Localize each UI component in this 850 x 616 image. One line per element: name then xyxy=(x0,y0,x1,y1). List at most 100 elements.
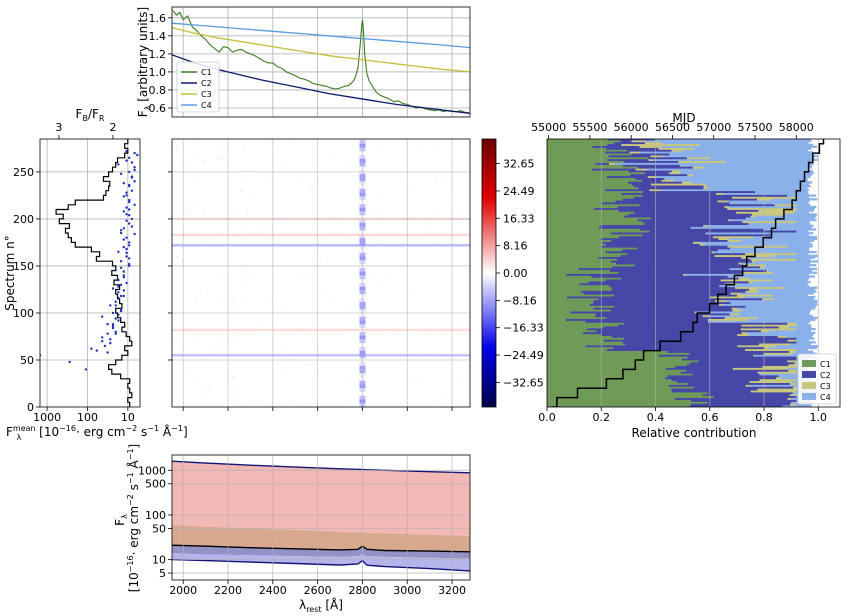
contribution-bar-c1 xyxy=(547,168,592,171)
color-ratio-point xyxy=(125,251,128,254)
contribution-bar-c1 xyxy=(547,158,608,161)
contribution-bar-c4 xyxy=(763,228,817,231)
contribution-bar-c4 xyxy=(713,250,817,254)
contribution-bar-c4 xyxy=(796,258,811,261)
legend-swatch-c3 xyxy=(802,382,816,389)
color-ratio-point xyxy=(125,219,128,222)
contribution-bar-c3 xyxy=(699,243,706,246)
contribution-bar-c2 xyxy=(615,200,718,203)
contribution-bar-c2 xyxy=(605,188,650,192)
heatmap-noise-cell xyxy=(396,377,399,379)
contribution-bar-c3 xyxy=(658,147,694,150)
heatmap-noise-cell xyxy=(380,331,383,333)
heatmap-noise-cell xyxy=(432,334,434,336)
contribution-bar-c3 xyxy=(732,367,788,370)
contribution-bar-c4 xyxy=(705,243,813,246)
heatmap-noise-cell xyxy=(457,400,460,402)
contribution-bar-c3 xyxy=(727,239,742,242)
contribution-bar-c2 xyxy=(613,294,737,297)
contribution-bar-c2 xyxy=(689,405,783,407)
color-ratio-point xyxy=(122,276,126,279)
contribution-bar-c4 xyxy=(658,139,811,141)
heatmap-noise-cell xyxy=(381,248,383,251)
spectrum-number-tick-label: 250 xyxy=(13,166,34,179)
contribution-bar-c1 xyxy=(547,288,612,291)
contribution-bar-c1 xyxy=(547,160,625,163)
contribution-bar-c1 xyxy=(547,282,580,286)
heatmap-noise-cell xyxy=(238,351,240,353)
contribution-bar-c3 xyxy=(727,207,797,210)
contribution-bar-c1 xyxy=(547,237,601,240)
heatmap-noise-cell xyxy=(320,261,322,263)
legend-label-c1: C1 xyxy=(201,68,212,77)
heatmap-noise-cell xyxy=(177,351,179,353)
heatmap-noise-cell xyxy=(447,198,449,200)
heatmap-noise-cell xyxy=(241,271,243,273)
heatmap-noise-cell xyxy=(260,203,262,205)
heatmap-noise-cell xyxy=(370,284,372,286)
contribution-bar-c2 xyxy=(615,262,739,265)
contribution-bar-c2 xyxy=(611,288,750,291)
heatmap-noise-cell xyxy=(458,216,461,218)
heatmap-noise-cell xyxy=(185,381,187,384)
color-ratio-point xyxy=(133,168,136,172)
contribution-bar-c1 xyxy=(547,211,635,214)
heatmap-noise-cell xyxy=(410,229,413,231)
heatmap-noise-cell xyxy=(262,333,264,335)
contribution-bar-c1 xyxy=(547,267,579,271)
contribution-bar-c2 xyxy=(611,309,733,312)
contribution-bar-c4 xyxy=(706,183,810,186)
heatmap-noise-cell xyxy=(294,142,296,145)
contribution-bar-c2 xyxy=(642,190,756,193)
heatmap-noise-cell xyxy=(453,277,456,279)
contribution-x-tick-label: 0.6 xyxy=(701,411,719,424)
color-ratio-point xyxy=(128,257,131,260)
contribution-bar-c4 xyxy=(614,162,814,165)
heatmap-noise-cell xyxy=(304,364,307,366)
heatmap-noise-cell xyxy=(246,212,248,214)
heatmap-noise-cell xyxy=(410,202,412,204)
color-ratio-point xyxy=(117,313,120,316)
color-ratio-point xyxy=(122,245,126,249)
contribution-bar-c1 xyxy=(547,198,623,201)
color-ratio-point xyxy=(119,294,123,298)
contribution-bar-c2 xyxy=(595,162,610,165)
contribution-bar-c2 xyxy=(692,373,760,376)
heatmap-noise-cell xyxy=(231,399,233,401)
color-ratio-point xyxy=(119,260,123,263)
contribution-bar-c2 xyxy=(593,207,728,210)
contribution-bar-c4 xyxy=(767,346,818,350)
heatmap-noise-cell xyxy=(221,350,224,352)
contribution-bar-c2 xyxy=(607,175,648,178)
heatmap-noise-cell xyxy=(262,287,264,289)
heatmap-noise-cell xyxy=(207,317,209,319)
contribution-bar-c1 xyxy=(547,141,614,145)
relative-contribution-axis-label: Relative contribution xyxy=(632,426,757,440)
contribution-bar-c4 xyxy=(742,309,811,312)
contribution-bar-c1 xyxy=(547,245,602,248)
contribution-bar-c4 xyxy=(729,237,818,240)
mjd-tick-label: 56000 xyxy=(614,121,649,134)
contribution-bar-c3 xyxy=(714,254,774,257)
contribution-bar-c1 xyxy=(547,264,635,267)
contribution-bar-c4 xyxy=(726,299,818,303)
contribution-bar-c2 xyxy=(600,237,719,240)
color-ratio-point xyxy=(136,153,139,157)
heatmap-noise-cell xyxy=(405,390,407,392)
heatmap-noise-cell xyxy=(208,389,210,391)
color-ratio-point xyxy=(133,203,136,206)
contribution-bar-c3 xyxy=(789,393,797,397)
contribution-bar-c1 xyxy=(547,166,639,169)
heatmap-noise-cell xyxy=(190,166,192,168)
heatmap-noise-cell xyxy=(218,273,220,275)
heatmap-spectrum-stripe xyxy=(172,233,470,237)
color-ratio-point xyxy=(117,291,120,294)
contribution-bar-c1 xyxy=(547,371,681,374)
contribution-bar-c3 xyxy=(729,313,740,316)
contribution-bar-c1 xyxy=(547,337,624,340)
heatmap-noise-cell xyxy=(372,190,374,192)
heatmap-noise-cell xyxy=(426,356,428,358)
color-ratio-point xyxy=(133,151,136,155)
contribution-bar-c4 xyxy=(737,282,808,286)
